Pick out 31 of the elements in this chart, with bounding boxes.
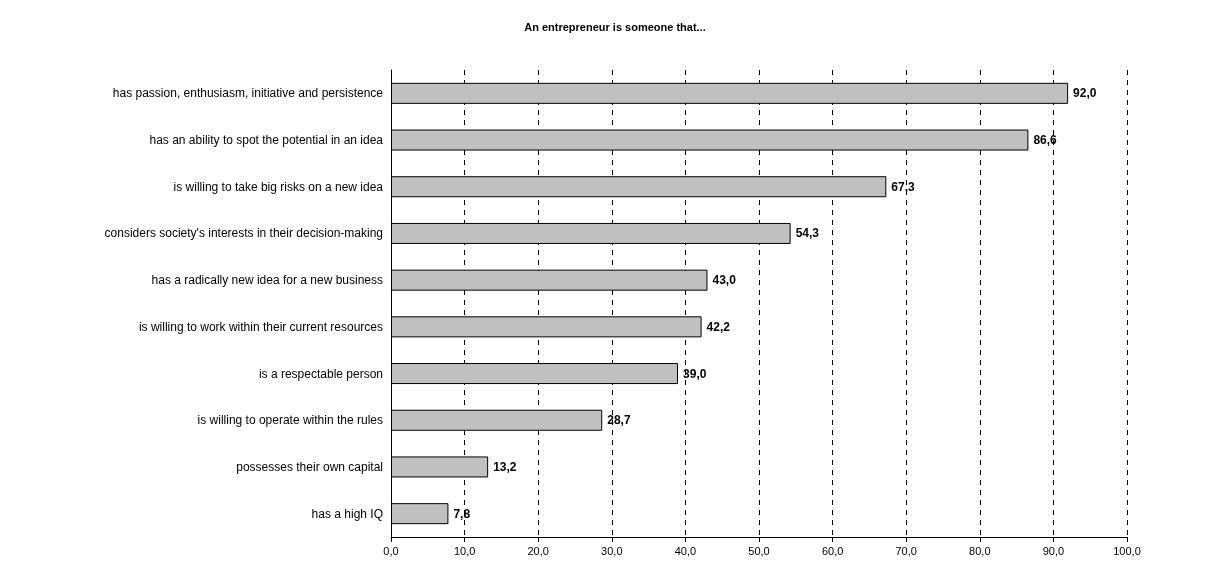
x-tick-label: 80,0 <box>969 544 991 557</box>
x-tick-label: 90,0 <box>1042 544 1065 557</box>
x-tick-label: 40,0 <box>674 544 697 557</box>
x-tick-label: 20,0 <box>527 544 549 557</box>
x-tick-label: 30,0 <box>601 544 623 557</box>
y-tick-label: has a high IQ <box>311 506 383 521</box>
data-label: 86,6 <box>1033 133 1058 148</box>
data-label: 43,0 <box>712 273 737 288</box>
y-tick-label: possesses their own capital <box>236 459 383 474</box>
data-label: 92,0 <box>1073 86 1097 101</box>
x-tick-label: 60,0 <box>821 544 844 557</box>
data-label: 67,3 <box>891 179 916 194</box>
data-label: 13,2 <box>493 459 517 474</box>
x-tick-label: 70,0 <box>895 544 917 557</box>
x-tick-label: 50,0 <box>748 544 770 557</box>
data-label: 28,7 <box>607 413 631 428</box>
y-tick-label: has passion, enthusiasm, initiative and persistence <box>112 86 384 101</box>
y-tick-label: has a radically new idea for a new business <box>151 273 383 288</box>
x-tick-label: 100,0 <box>1113 544 1141 557</box>
data-label: 54,3 <box>795 226 820 241</box>
y-tick-label: is willing to operate within the rules <box>197 413 383 428</box>
x-tick-label: 10,0 <box>453 544 476 557</box>
y-tick-label: is willing to work within their current resources <box>138 319 383 334</box>
y-tick-label: has an ability to spot the potential in an idea <box>149 133 384 148</box>
data-label: 39,0 <box>683 366 707 381</box>
chart-title: An entrepreneur is someone that... <box>524 20 706 33</box>
data-label: 42,2 <box>706 319 731 334</box>
y-tick-label: is willing to take big risks on a new idea <box>173 179 384 194</box>
y-tick-label: is a respectable person <box>258 366 383 381</box>
x-tick-label: 0,0 <box>383 544 399 557</box>
y-tick-label: considers society's interests in their decision-making <box>104 226 383 241</box>
